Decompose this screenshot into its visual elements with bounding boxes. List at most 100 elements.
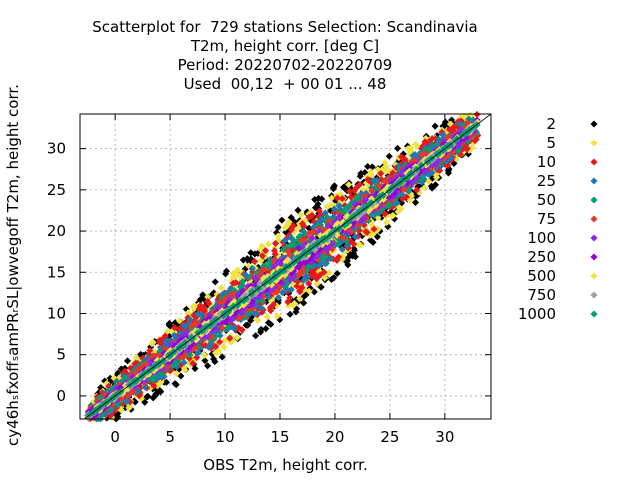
scatter-point	[284, 298, 292, 306]
scatter-point	[189, 359, 197, 367]
scatter-point	[294, 206, 302, 214]
scatter-point	[204, 362, 212, 370]
y-tick-label: 30	[47, 140, 66, 158]
scatter-point	[431, 122, 439, 130]
legend-marker	[590, 253, 598, 261]
scatter-point	[269, 301, 277, 309]
scatter-point	[329, 185, 337, 193]
scatter-point	[186, 316, 194, 324]
scatter-point	[132, 354, 140, 362]
scatter-point	[254, 316, 262, 324]
x-tick-label: 10	[216, 428, 235, 446]
chart-title-line-3: Period: 20220702-20220709	[177, 56, 393, 74]
scatter-point	[298, 283, 306, 292]
scatter-point	[373, 233, 381, 241]
scatter-point	[448, 126, 456, 134]
scatter-point	[330, 205, 338, 213]
scatter-point	[310, 288, 318, 296]
scatter-point	[305, 279, 313, 288]
scatter-point	[233, 334, 241, 342]
scatter-point	[364, 176, 372, 184]
scatter-point	[313, 279, 321, 288]
scatter-point	[407, 144, 415, 152]
scatter-point	[411, 198, 420, 206]
scatter-point	[338, 245, 346, 253]
legend-label: 750	[527, 286, 556, 304]
scatter-point	[190, 305, 198, 313]
scatter-point	[356, 180, 364, 189]
legend-label: 500	[527, 267, 556, 285]
scatter-point	[209, 290, 217, 298]
scatter-point	[315, 262, 323, 270]
legend-label: 2	[546, 115, 556, 133]
legend-marker	[590, 158, 598, 166]
identity-line	[84, 113, 492, 420]
scatter-point	[262, 325, 270, 333]
scatter-point	[298, 220, 306, 228]
scatter-point	[397, 205, 405, 213]
scatter-point	[274, 223, 282, 231]
scatter-point	[369, 238, 377, 246]
legend-label: 1000	[518, 305, 556, 323]
scatter-point	[211, 278, 219, 286]
legend-marker	[590, 139, 598, 147]
scatter-point	[224, 323, 232, 331]
scatter-point	[146, 346, 154, 355]
scatter-point	[191, 365, 199, 373]
scatter-point	[258, 304, 266, 312]
scatter-point	[287, 286, 295, 294]
scatter-point	[314, 200, 322, 208]
legend-label: 25	[537, 172, 556, 190]
scatter-point	[205, 299, 213, 307]
legend-label: 100	[527, 229, 556, 247]
scatter-point	[346, 187, 354, 195]
legend-label: 50	[537, 191, 556, 209]
x-axis-label: OBS T2m, height corr.	[203, 456, 368, 474]
scatter-point	[180, 358, 188, 367]
legend-marker	[590, 310, 598, 318]
scatter-point	[201, 357, 209, 365]
scatter-point	[305, 287, 313, 295]
scatter-point	[425, 178, 433, 186]
scatter-point	[250, 257, 259, 265]
scatter-point	[407, 192, 415, 200]
scatter-point	[369, 177, 377, 185]
scatter-point	[383, 218, 391, 227]
scatter-point	[121, 367, 129, 375]
scatter-point	[261, 247, 270, 255]
y-axis-label: cy46hₛfxoffₛamPRᵣSL|owvegoff T2m, height…	[4, 84, 22, 446]
scatter-point	[472, 135, 480, 143]
scatter-point	[394, 144, 402, 152]
scatter-point	[388, 212, 396, 220]
scatter-point	[124, 357, 132, 365]
chart-title-line-1: Scatterplot for 729 stations Selection: …	[92, 18, 478, 36]
scatter-point	[278, 216, 286, 224]
scatter-point	[194, 310, 202, 318]
scatter-point	[274, 294, 283, 302]
scatter-point	[264, 293, 273, 301]
scatter-point	[143, 393, 151, 401]
legend-marker	[590, 234, 598, 242]
legend-label: 75	[537, 210, 556, 228]
scatter-point	[413, 186, 421, 194]
y-tick-label: 20	[47, 222, 66, 240]
scatter-point	[263, 313, 271, 321]
scatter-point	[327, 201, 335, 209]
y-tick-label: 10	[47, 304, 66, 322]
scatter-point	[264, 240, 273, 248]
scatter-point	[397, 153, 405, 161]
scatter-point	[297, 211, 305, 219]
scatter-point	[286, 310, 294, 318]
scatter-point	[226, 334, 234, 342]
scatter-point	[271, 250, 279, 258]
scatter-point	[229, 269, 237, 277]
scatter-point	[184, 309, 192, 317]
scatter-point	[344, 253, 352, 262]
scatter-point	[328, 194, 336, 202]
x-tick-label: 25	[380, 428, 399, 446]
scatter-point	[220, 343, 228, 351]
scatter-point	[335, 253, 343, 261]
scatter-point	[156, 388, 164, 396]
scatter-point	[256, 328, 265, 336]
